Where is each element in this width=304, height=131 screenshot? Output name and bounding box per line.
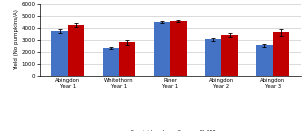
Bar <box>68 25 84 76</box>
Bar <box>170 21 187 76</box>
Bar <box>154 22 170 76</box>
Bar <box>119 42 135 76</box>
Bar <box>103 48 119 76</box>
Bar <box>205 39 221 76</box>
Bar <box>221 35 238 76</box>
Bar <box>273 32 289 76</box>
Legend: Fungicide only, Farmore FI-400: Fungicide only, Farmore FI-400 <box>125 130 215 131</box>
Bar <box>256 45 273 76</box>
Y-axis label: Yield (No pumpkins/A): Yield (No pumpkins/A) <box>14 10 19 70</box>
Bar <box>51 31 68 76</box>
